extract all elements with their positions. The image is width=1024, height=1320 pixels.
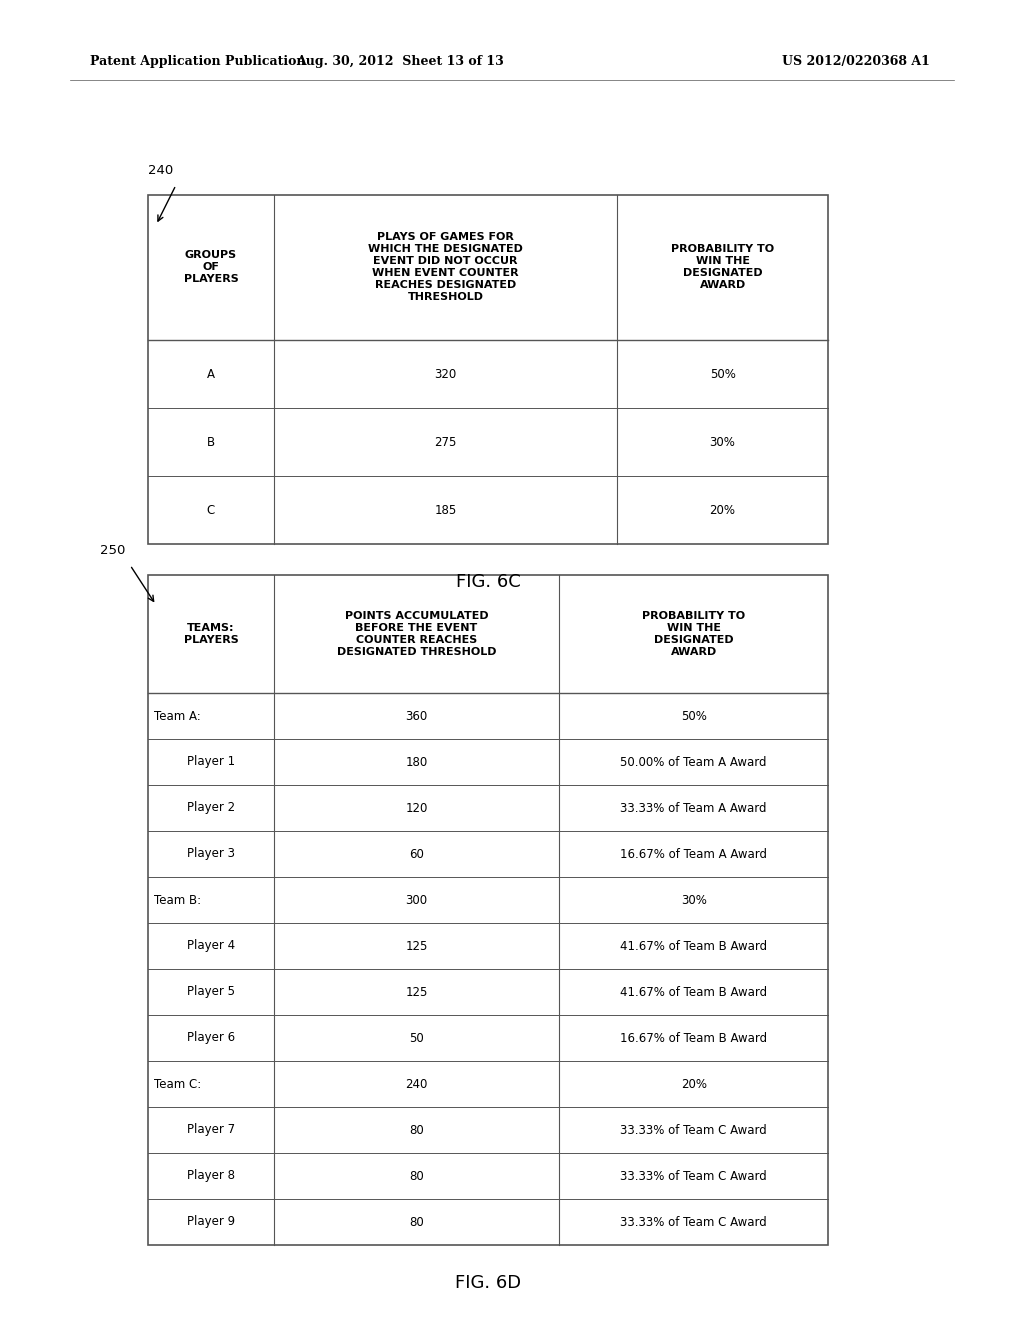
Text: 50.00% of Team A Award: 50.00% of Team A Award	[621, 755, 767, 768]
Text: 50: 50	[410, 1031, 424, 1044]
Text: 240: 240	[148, 164, 173, 177]
Text: B: B	[207, 436, 215, 449]
Text: Player 4: Player 4	[186, 940, 234, 953]
Text: 185: 185	[434, 503, 457, 516]
Text: Patent Application Publication: Patent Application Publication	[90, 55, 305, 69]
Text: 80: 80	[410, 1123, 424, 1137]
Text: 30%: 30%	[710, 436, 735, 449]
Text: PROBABILITY TO
WIN THE
DESIGNATED
AWARD: PROBABILITY TO WIN THE DESIGNATED AWARD	[642, 611, 745, 657]
Text: 30%: 30%	[681, 894, 707, 907]
Text: 250: 250	[100, 544, 125, 557]
Text: 125: 125	[406, 986, 428, 998]
Text: C: C	[207, 503, 215, 516]
Text: POINTS ACCUMULATED
BEFORE THE EVENT
COUNTER REACHES
DESIGNATED THRESHOLD: POINTS ACCUMULATED BEFORE THE EVENT COUN…	[337, 611, 497, 657]
Text: Aug. 30, 2012  Sheet 13 of 13: Aug. 30, 2012 Sheet 13 of 13	[296, 55, 504, 69]
Text: 16.67% of Team B Award: 16.67% of Team B Award	[621, 1031, 767, 1044]
Text: 33.33% of Team C Award: 33.33% of Team C Award	[621, 1123, 767, 1137]
Text: Player 6: Player 6	[186, 1031, 234, 1044]
Text: TEAMS:
PLAYERS: TEAMS: PLAYERS	[183, 623, 239, 645]
Text: 60: 60	[410, 847, 424, 861]
Text: Team A:: Team A:	[154, 710, 201, 722]
Text: 50%: 50%	[681, 710, 707, 722]
Text: A: A	[207, 367, 215, 380]
Text: PLAYS OF GAMES FOR
WHICH THE DESIGNATED
EVENT DID NOT OCCUR
WHEN EVENT COUNTER
R: PLAYS OF GAMES FOR WHICH THE DESIGNATED …	[368, 232, 523, 302]
Text: Player 1: Player 1	[186, 755, 234, 768]
Text: 16.67% of Team A Award: 16.67% of Team A Award	[621, 847, 767, 861]
Text: 33.33% of Team A Award: 33.33% of Team A Award	[621, 801, 767, 814]
Text: 41.67% of Team B Award: 41.67% of Team B Award	[621, 986, 767, 998]
Text: 33.33% of Team C Award: 33.33% of Team C Award	[621, 1170, 767, 1183]
Text: 320: 320	[434, 367, 457, 380]
Text: 20%: 20%	[681, 1077, 707, 1090]
Text: 180: 180	[406, 755, 428, 768]
Text: Team C:: Team C:	[154, 1077, 202, 1090]
Text: PROBABILITY TO
WIN THE
DESIGNATED
AWARD: PROBABILITY TO WIN THE DESIGNATED AWARD	[671, 244, 774, 290]
Text: Player 9: Player 9	[186, 1216, 234, 1229]
Text: 80: 80	[410, 1216, 424, 1229]
Text: US 2012/0220368 A1: US 2012/0220368 A1	[782, 55, 930, 69]
Text: FIG. 6C: FIG. 6C	[456, 573, 520, 591]
Text: 120: 120	[406, 801, 428, 814]
Text: GROUPS
OF
PLAYERS: GROUPS OF PLAYERS	[183, 251, 239, 285]
Text: Player 5: Player 5	[187, 986, 234, 998]
Text: Team B:: Team B:	[154, 894, 201, 907]
Text: 300: 300	[406, 894, 428, 907]
Text: 240: 240	[406, 1077, 428, 1090]
Bar	[148, 576, 828, 1245]
Text: Player 8: Player 8	[187, 1170, 234, 1183]
Text: 125: 125	[406, 940, 428, 953]
Bar	[148, 195, 828, 544]
Text: Player 3: Player 3	[187, 847, 234, 861]
Text: 41.67% of Team B Award: 41.67% of Team B Award	[621, 940, 767, 953]
Text: 50%: 50%	[710, 367, 735, 380]
Text: 275: 275	[434, 436, 457, 449]
Text: FIG. 6D: FIG. 6D	[455, 1274, 521, 1292]
Text: 360: 360	[406, 710, 428, 722]
Text: 20%: 20%	[710, 503, 735, 516]
Text: Player 7: Player 7	[186, 1123, 234, 1137]
Text: 80: 80	[410, 1170, 424, 1183]
Text: Player 2: Player 2	[186, 801, 234, 814]
Text: 33.33% of Team C Award: 33.33% of Team C Award	[621, 1216, 767, 1229]
